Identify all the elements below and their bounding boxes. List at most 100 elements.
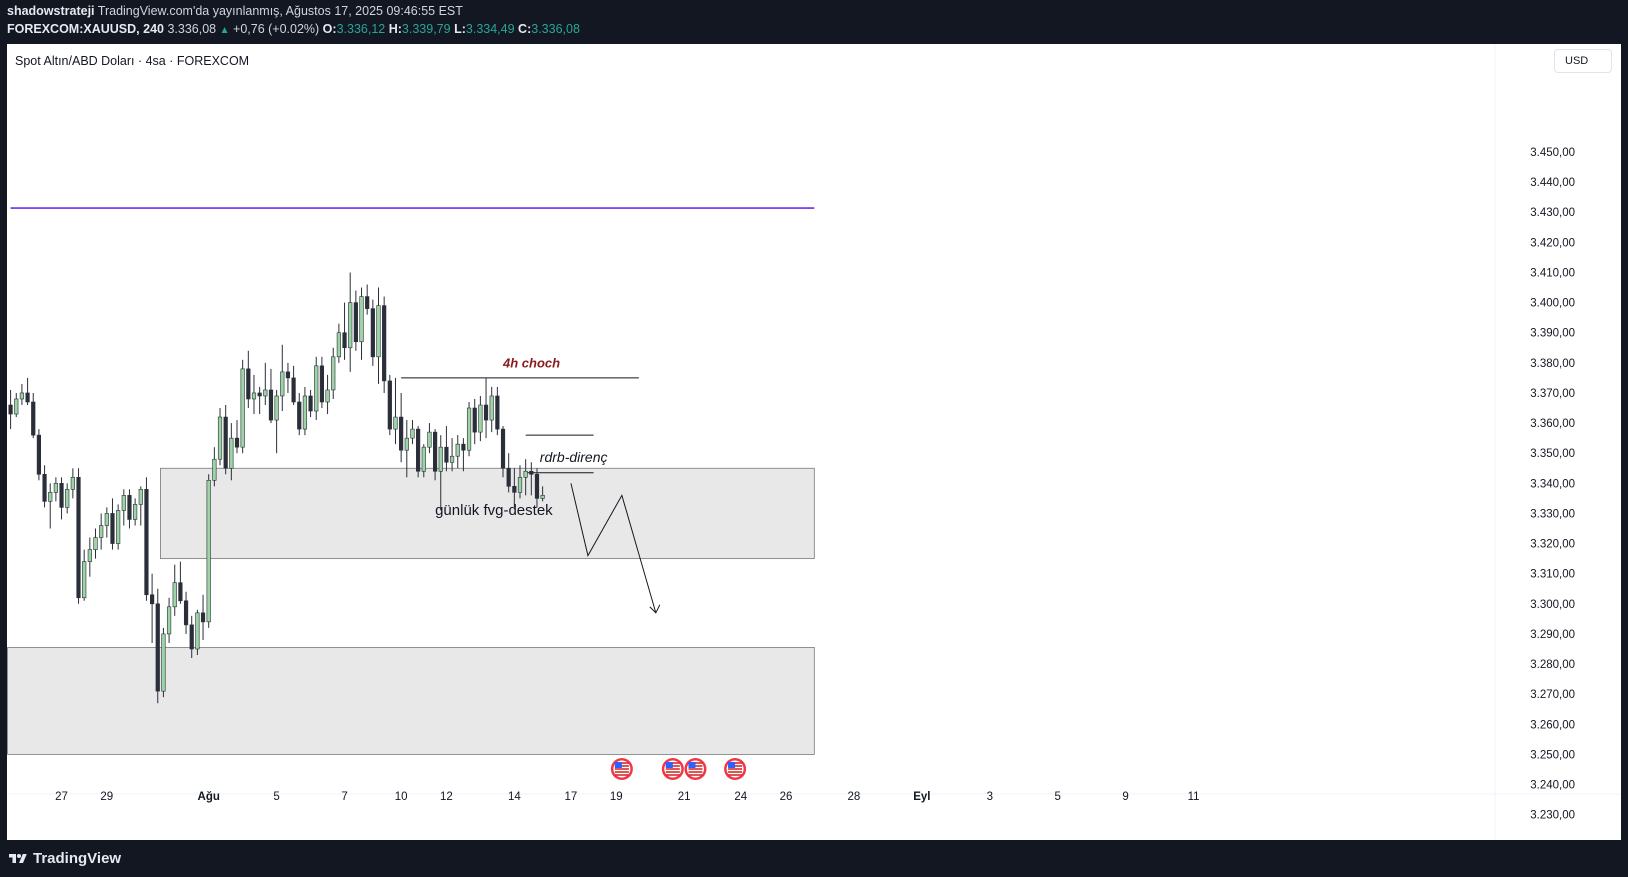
candle-up (438, 446, 443, 472)
time-tick-label: 29 (100, 791, 113, 803)
publisher-name[interactable]: shadowstrateji (7, 4, 95, 18)
time-tick-label: 10 (395, 791, 408, 803)
candle-down (257, 392, 262, 397)
candle-up (455, 443, 460, 457)
projection-arrowhead (649, 604, 661, 614)
zone-rect (160, 467, 815, 560)
publish-info: shadowstrateji TradingView.com'da yayınl… (7, 4, 463, 18)
time-tick-label: 7 (341, 791, 347, 803)
candle-down (42, 473, 47, 502)
time-tick-label: 5 (1054, 791, 1060, 803)
price-tick-label: 3.260,00 (1530, 719, 1575, 731)
candle-up (217, 416, 223, 460)
price-tick-label: 3.290,00 (1530, 629, 1575, 641)
time-tick-label: 12 (440, 791, 453, 803)
candle-down (444, 446, 449, 463)
candle-up (53, 483, 58, 493)
us-event-flag-icon[interactable] (610, 758, 633, 780)
candle-up (331, 356, 336, 391)
candle-down (59, 483, 64, 508)
candle-up (161, 633, 166, 692)
time-tick-label: 14 (508, 791, 521, 803)
price-tick-label: 3.310,00 (1530, 569, 1575, 581)
chart-title: Spot Altın/ABD Doları · 4sa · FOREXCOM (15, 54, 250, 68)
price-tick-label: 3.440,00 (1530, 177, 1575, 189)
candle-down (200, 612, 206, 623)
candle-down (178, 582, 183, 602)
candle-up (421, 446, 426, 472)
candle-up (195, 612, 200, 650)
price-tick-label: 3.250,00 (1530, 749, 1575, 761)
published-text: TradingView.com'da yayınlanmış, Ağustos … (94, 4, 463, 18)
candle-up (376, 305, 381, 358)
candle-up (133, 504, 138, 520)
candle-up (325, 389, 330, 403)
currency-button[interactable]: USD (1554, 49, 1612, 73)
close-label: C: (518, 22, 532, 36)
candle-up (314, 365, 319, 412)
time-tick-label: 5 (273, 791, 279, 803)
candle-up (540, 495, 545, 499)
chart-pane[interactable]: 4h choch rdrb-direnç günlük fvg-destek 3.45… (7, 44, 1621, 840)
candle-down (382, 305, 387, 382)
time-tick-label: 9 (1122, 791, 1128, 803)
candle-up (172, 582, 177, 608)
candle-down (76, 476, 81, 599)
footer-bar: TradingView (0, 840, 1628, 877)
candle-up (48, 492, 53, 502)
candle-up (240, 368, 245, 448)
time-tick-label: 24 (734, 791, 747, 803)
symbol-ohlc-line: FOREXCOM:XAUUSD, 240 3.336,08 ▲ +0,76 (+… (7, 22, 580, 36)
candle-up (274, 395, 279, 421)
candle-down (387, 380, 392, 430)
choch-label: 4h choch (502, 355, 560, 370)
candle-down (8, 404, 13, 415)
symbol-label: FOREXCOM:XAUUSD, 240 (7, 22, 164, 36)
candle-up (251, 392, 257, 400)
us-event-flag-icon[interactable] (661, 758, 684, 780)
time-tick-label: Eyl (913, 791, 930, 803)
candle-up (121, 495, 126, 511)
candle-up (104, 513, 109, 526)
candle-down (495, 395, 500, 430)
price-tick-label: 3.320,00 (1530, 539, 1575, 551)
chart-canvas[interactable]: 4h choch rdrb-direnç günlük fvg-destek 3.45… (7, 44, 1621, 840)
candle-down (144, 489, 149, 596)
candle-up (65, 489, 70, 508)
candle-up (93, 537, 98, 550)
candle-up (19, 392, 25, 400)
candle-down (370, 308, 375, 358)
price-tick-label: 3.430,00 (1530, 207, 1575, 219)
candle-up (116, 510, 121, 544)
time-tick-label: 19 (610, 791, 623, 803)
high-value: 3.339,79 (401, 22, 451, 36)
close-value: 3.336,08 (531, 22, 580, 36)
candle-down (512, 486, 517, 493)
low-label: L: (454, 22, 466, 36)
price-up-icon: ▲ (219, 25, 230, 36)
time-tick-label: 28 (848, 791, 861, 803)
price-tick-label: 3.380,00 (1530, 358, 1575, 370)
candle-up (359, 296, 364, 343)
us-event-flag-icon[interactable] (684, 758, 707, 780)
candle-up (280, 371, 285, 397)
candle-down (36, 434, 42, 475)
high-label: H: (388, 22, 402, 36)
brand-name: TradingView (33, 850, 122, 867)
time-tick-label: 17 (565, 791, 578, 803)
candle-up (87, 549, 92, 562)
us-event-flag-icon[interactable] (724, 758, 747, 780)
candle-down (461, 443, 466, 451)
candle-up (449, 455, 455, 463)
candle-down (319, 365, 325, 403)
tradingview-logo[interactable]: TradingView (7, 850, 121, 867)
candle-down (534, 473, 540, 499)
candle-up (348, 302, 353, 349)
time-tick-label: 11 (1188, 791, 1200, 803)
candle-down (25, 392, 30, 403)
candle-down (500, 428, 506, 469)
candle-up (523, 470, 528, 478)
candle-down (308, 395, 313, 412)
candle-up (14, 398, 19, 415)
candle-up (82, 561, 87, 599)
